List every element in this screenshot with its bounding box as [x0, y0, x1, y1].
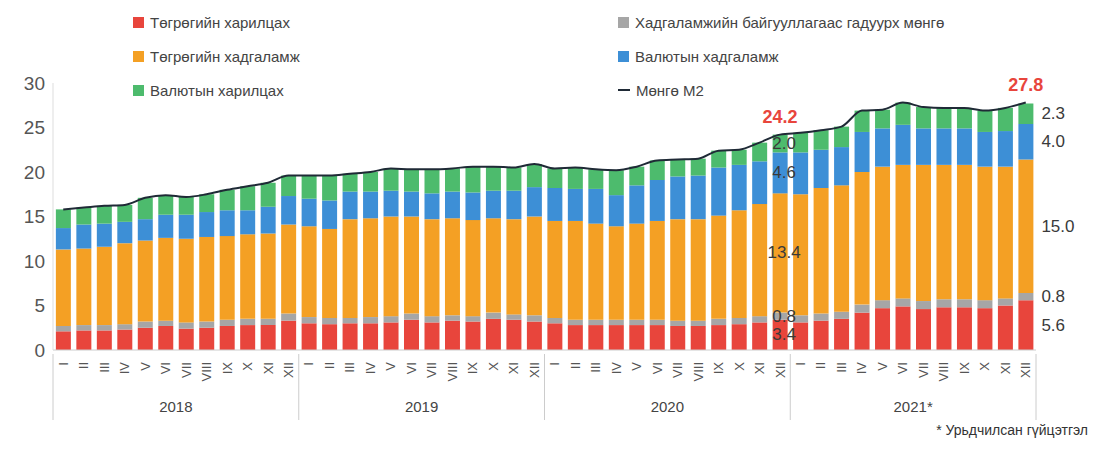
- svg-text:X: X: [732, 362, 747, 371]
- svg-text:3.4: 3.4: [772, 325, 796, 344]
- svg-text:VII: VII: [916, 362, 931, 378]
- svg-text:15.0: 15.0: [1041, 217, 1074, 236]
- svg-text:XII: XII: [281, 362, 296, 378]
- svg-text:VII: VII: [179, 362, 194, 378]
- svg-text:VI: VI: [158, 362, 173, 374]
- svg-text:XI: XI: [752, 362, 767, 374]
- svg-text:2018: 2018: [159, 398, 192, 415]
- svg-text:VIII: VIII: [199, 362, 214, 382]
- svg-text:XII: XII: [527, 362, 542, 378]
- svg-text:30: 30: [24, 73, 45, 94]
- svg-text:2.3: 2.3: [1041, 104, 1065, 123]
- svg-text:27.8: 27.8: [1008, 75, 1043, 95]
- svg-text:IX: IX: [220, 362, 235, 375]
- svg-text:0.8: 0.8: [1041, 287, 1065, 306]
- svg-text:XII: XII: [1018, 362, 1033, 378]
- svg-text:IX: IX: [957, 362, 972, 375]
- svg-text:13.4: 13.4: [768, 243, 801, 262]
- svg-text:0.8: 0.8: [772, 307, 796, 326]
- svg-text:10: 10: [24, 251, 45, 272]
- svg-text:5: 5: [34, 295, 45, 316]
- svg-text:VIII: VIII: [691, 362, 706, 382]
- svg-text:XI: XI: [506, 362, 521, 374]
- svg-text:II: II: [76, 362, 91, 369]
- svg-text:V: V: [875, 362, 890, 371]
- svg-text:XI: XI: [261, 362, 276, 374]
- svg-text:IX: IX: [465, 362, 480, 375]
- svg-text:IV: IV: [117, 362, 132, 375]
- svg-text:4.0: 4.0: [1041, 132, 1065, 151]
- svg-text:0: 0: [34, 340, 45, 361]
- svg-text:III: III: [342, 362, 357, 373]
- svg-text:15: 15: [24, 206, 45, 227]
- svg-text:IV: IV: [609, 362, 624, 375]
- svg-text:24.2: 24.2: [762, 107, 797, 127]
- html-text:* Урьдчилсан гүйцэтгэл: * Урьдчилсан гүйцэтгэл: [936, 422, 1088, 438]
- html-text:Төгрөгийн хадгаламж: Төгрөгийн хадгаламж: [150, 47, 300, 65]
- svg-text:2020: 2020: [651, 398, 684, 415]
- svg-text:I: I: [547, 362, 562, 366]
- html-text:Хадгаламжийн байгууллагаас гад: Хадгаламжийн байгууллагаас гадуурх мөнгө: [635, 13, 945, 31]
- svg-text:X: X: [240, 362, 255, 371]
- svg-text:20: 20: [24, 162, 45, 183]
- svg-text:V: V: [383, 362, 398, 371]
- svg-text:II: II: [813, 362, 828, 369]
- svg-text:VIII: VIII: [445, 362, 460, 382]
- svg-text:V: V: [629, 362, 644, 371]
- svg-text:I: I: [56, 362, 71, 366]
- svg-text:XI: XI: [998, 362, 1013, 374]
- html-text:Валютын хадгаламж: Валютын хадгаламж: [635, 47, 779, 65]
- svg-text:VI: VI: [650, 362, 665, 374]
- svg-text:I: I: [301, 362, 316, 366]
- svg-text:XII: XII: [773, 362, 788, 378]
- svg-text:IV: IV: [854, 362, 869, 375]
- svg-text:II: II: [568, 362, 583, 369]
- svg-text:III: III: [97, 362, 112, 373]
- svg-text:I: I: [793, 362, 808, 366]
- svg-text:IV: IV: [363, 362, 378, 375]
- svg-text:III: III: [588, 362, 603, 373]
- svg-text:4.6: 4.6: [772, 163, 796, 182]
- svg-text:VI: VI: [895, 362, 910, 374]
- svg-text:VIII: VIII: [936, 362, 951, 382]
- html-text:Төгрөгийн харилцах: Төгрөгийн харилцах: [150, 13, 290, 31]
- svg-text:VII: VII: [670, 362, 685, 378]
- svg-text:5.6: 5.6: [1041, 316, 1065, 335]
- html-text:Мөнгө M2: Мөнгө M2: [636, 81, 704, 99]
- svg-text:2.0: 2.0: [772, 134, 796, 153]
- svg-text:III: III: [834, 362, 849, 373]
- svg-text:II: II: [322, 362, 337, 369]
- html-text:Валютын харилцах: Валютын харилцах: [150, 81, 284, 99]
- svg-text:V: V: [138, 362, 153, 371]
- svg-text:X: X: [486, 362, 501, 371]
- svg-text:VII: VII: [424, 362, 439, 378]
- svg-text:VI: VI: [404, 362, 419, 374]
- svg-text:2021*: 2021*: [894, 398, 933, 415]
- svg-text:25: 25: [24, 117, 45, 138]
- svg-text:IX: IX: [711, 362, 726, 375]
- svg-text:X: X: [977, 362, 992, 371]
- svg-text:2019: 2019: [405, 398, 438, 415]
